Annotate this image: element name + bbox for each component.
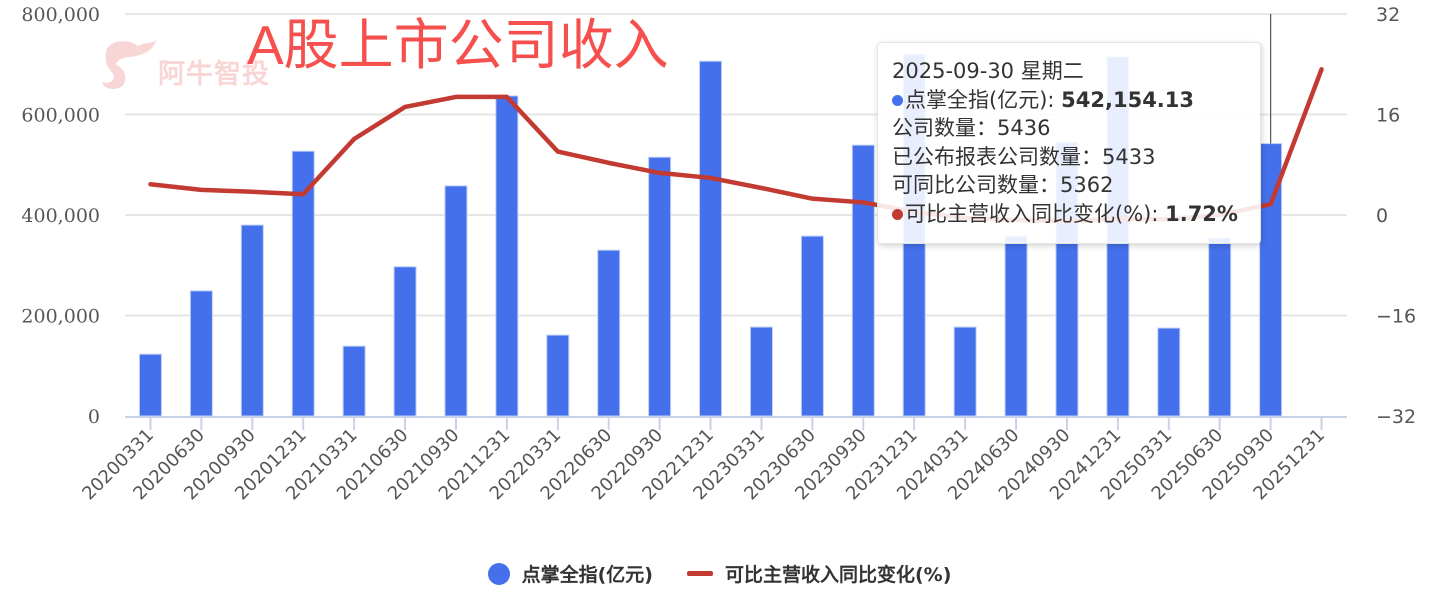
bar-20220930[interactable] — [648, 156, 672, 417]
tooltip-published-count: 5433 — [1102, 144, 1156, 169]
tooltip-comparable-count: 5362 — [1060, 173, 1114, 197]
y-axis-left-tick: 0 — [88, 406, 100, 428]
bar-20221231[interactable] — [699, 60, 723, 417]
legend-label: 点掌全指(亿元) — [521, 564, 653, 586]
bar-20200630[interactable] — [189, 290, 213, 417]
bar-20220630[interactable] — [597, 249, 621, 417]
tooltip-comparable-count-row: 可同比公司数量：5362 — [892, 173, 1114, 197]
tooltip-series1-row: 点掌全指(亿元): 542,154.13 — [892, 86, 1260, 115]
data-tooltip: 2025-09-30 星期二 点掌全指(亿元): 542,154.13 公司数量… — [877, 42, 1261, 244]
y-axis-right-tick: −32 — [1376, 406, 1416, 428]
bar-20200331[interactable] — [138, 353, 162, 417]
tooltip-published-count-label: 已公布报表公司数量 — [892, 144, 1081, 169]
tooltip-company-count-row: 公司数量：5436 — [892, 116, 1051, 140]
bar-20201231[interactable] — [291, 150, 315, 417]
bar-20230331[interactable] — [749, 326, 773, 417]
bar-20230930[interactable] — [851, 144, 875, 417]
tooltip-company-count-label: 公司数量 — [892, 116, 976, 140]
tooltip-company-count: 5436 — [997, 116, 1051, 140]
y-axis-right-tick: 16 — [1376, 105, 1400, 127]
tooltip-series2-row: 可比主营收入同比变化(%): 1.72% — [892, 200, 1260, 229]
tooltip-date: 2025-09-30 星期二 — [892, 59, 1084, 83]
bar-20200930[interactable] — [240, 224, 264, 417]
legend-line-icon — [686, 571, 713, 576]
tooltip-series1-value: 542,154.13 — [1061, 87, 1195, 112]
y-axis-right-tick: −16 — [1376, 306, 1416, 328]
y-axis-left-tick: 400,000 — [21, 205, 100, 227]
bar-20210331[interactable] — [342, 345, 366, 417]
bar-20210930[interactable] — [444, 185, 468, 417]
tooltip-series1-label: 点掌全指(亿元) — [905, 87, 1048, 112]
legend-item-bar-series[interactable]: 点掌全指(亿元) — [487, 560, 653, 587]
legend-label: 可比主营收入同比变化(%) — [724, 564, 952, 586]
tooltip-comparable-count-label: 可同比公司数量 — [892, 173, 1039, 197]
tooltip-published-count-row: 已公布报表公司数量：5433 — [892, 144, 1156, 169]
series1-dot-icon — [892, 94, 903, 106]
bar-20210630[interactable] — [393, 266, 417, 417]
bar-20240331[interactable] — [953, 326, 977, 417]
y-axis-left-tick: 800,000 — [21, 4, 100, 26]
tooltip-series2-label: 可比主营收入同比变化(%) — [905, 201, 1152, 226]
y-axis-right-tick: 0 — [1376, 205, 1388, 227]
tooltip-series2-value: 1.72% — [1165, 201, 1238, 226]
chart-overlay-title: A股上市公司收入 — [247, 14, 669, 76]
y-axis-left-tick: 600,000 — [21, 105, 100, 127]
bar-20211231[interactable] — [495, 95, 519, 417]
series2-dot-icon — [892, 208, 903, 220]
bar-20230630[interactable] — [800, 235, 824, 417]
bar-20220331[interactable] — [546, 334, 570, 417]
chart-legend: 点掌全指(亿元) 可比主营收入同比变化(%) — [0, 560, 1439, 587]
y-axis-right-tick: 32 — [1376, 4, 1400, 26]
bar-20250630[interactable] — [1208, 237, 1232, 417]
legend-circle-icon — [487, 562, 510, 585]
legend-item-line-series[interactable]: 可比主营收入同比变化(%) — [686, 560, 952, 587]
y-axis-left-tick: 200,000 — [21, 306, 100, 328]
bar-20240630[interactable] — [1004, 235, 1028, 417]
bar-20250331[interactable] — [1157, 327, 1181, 417]
